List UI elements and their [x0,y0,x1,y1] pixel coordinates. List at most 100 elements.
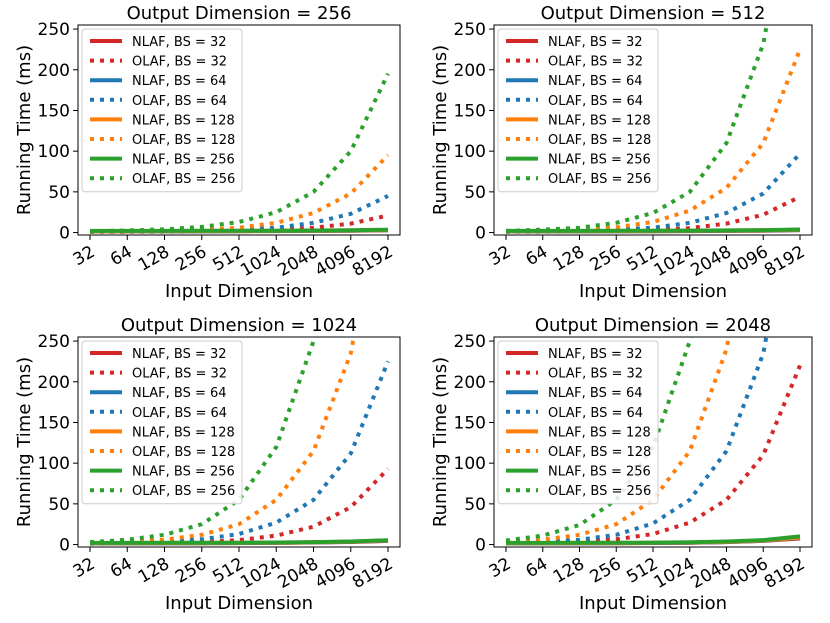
legend-label: OLAF, BS = 64 [548,406,643,421]
y-tick-label: 200 [38,373,70,393]
legend-label: OLAF, BS = 256 [132,172,235,187]
legend-label: OLAF, BS = 32 [132,367,227,382]
y-tick-label: 50 [464,495,486,515]
legend: NLAF, BS = 32 OLAF, BS = 32 NLAF, BS = 64 O… [81,28,243,193]
x-tick-label: 32 [70,554,99,582]
legend-box [81,340,243,505]
x-tick-label: 32 [70,242,99,270]
y-tick-label: 100 [38,454,70,474]
series-line-olaf-bs-128 [89,337,356,545]
y-tick-label: 0 [475,224,486,244]
x-axis-label: Input Dimension [579,593,727,614]
x-tick-label: 64 [107,554,136,582]
legend-label: OLAF, BS = 128 [132,133,235,148]
series-line-nlaf-bs-256 [90,538,389,545]
y-tick-label: 250 [454,20,486,40]
y-axis-label: Running Time (ms) [14,357,35,527]
series-line-olaf-bs-256 [89,337,317,545]
legend-label: OLAF, BS = 64 [132,94,227,109]
x-tick-label: 128 [135,554,173,588]
legend-box [81,28,243,193]
x-axis-label: Input Dimension [165,593,313,614]
legend-label: OLAF, BS = 32 [548,55,643,70]
legend-label: OLAF, BS = 128 [132,445,235,460]
y-axis-label: Running Time (ms) [430,357,451,527]
legend-label: NLAF, BS = 256 [132,153,235,168]
legend-label: NLAF, BS = 128 [548,113,651,128]
y-tick-label: 200 [38,61,70,81]
y-tick-label: 0 [59,536,70,556]
series-group [89,337,390,546]
series-line-olaf-bs-32 [89,467,390,546]
legend-label: NLAF, BS = 128 [132,113,235,128]
y-tick-label: 100 [454,454,486,474]
y-tick-label: 100 [38,142,70,162]
chart-title: Output Dimension = 1024 [121,315,357,336]
y-tick-label: 0 [59,224,70,244]
x-axis-label: Input Dimension [579,281,727,302]
x-tick-label: 256 [587,554,625,588]
series-line-olaf-bs-32 [505,194,801,234]
legend-label: OLAF, BS = 32 [132,55,227,70]
legend-label: NLAF, BS = 256 [548,465,651,480]
y-tick-label: 50 [464,183,486,203]
x-tick-label: 8192 [761,554,808,593]
x-tick-label: 8192 [349,554,396,593]
series-line-olaf-bs-256 [505,25,769,233]
legend: NLAF, BS = 32 OLAF, BS = 32 NLAF, BS = 64 O… [81,340,243,505]
y-tick-label: 100 [454,142,486,162]
x-tick-label: 128 [135,242,173,276]
legend-label: NLAF, BS = 256 [548,153,651,168]
y-tick-label: 50 [48,495,70,515]
y-tick-label: 250 [454,332,486,352]
x-axis-label: Input Dimension [165,281,313,302]
y-tick-label: 150 [454,413,486,433]
legend-label: NLAF, BS = 256 [132,465,235,480]
y-tick-label: 150 [454,101,486,121]
y-tick-label: 200 [454,373,486,393]
x-tick-label: 64 [523,554,552,582]
legend-box [497,28,659,193]
series-line-nlaf-bs-256 [506,227,801,233]
legend-label: NLAF, BS = 32 [548,35,643,50]
x-tick-label: 32 [486,554,515,582]
x-tick-label: 128 [550,554,588,588]
y-tick-label: 250 [38,332,70,352]
series-line-nlaf-bs-256 [90,227,389,233]
legend-label: OLAF, BS = 64 [548,94,643,109]
x-tick-label: 128 [550,242,588,276]
chart-title: Output Dimension = 256 [127,3,352,24]
series-group [505,25,802,234]
legend-label: NLAF, BS = 128 [132,425,235,440]
legend-label: OLAF, BS = 256 [548,172,651,187]
legend-label: NLAF, BS = 64 [548,386,643,401]
y-tick-label: 200 [454,61,486,81]
y-tick-label: 0 [475,536,486,556]
series-line-olaf-bs-64 [505,337,769,545]
legend-label: OLAF, BS = 128 [548,133,651,148]
y-axis-label: Running Time (ms) [430,45,451,215]
series-group [505,337,802,546]
legend-label: NLAF, BS = 64 [548,74,643,89]
x-tick-label: 256 [172,242,210,276]
legend-label: OLAF, BS = 128 [548,445,651,460]
series-line-olaf-bs-64 [89,360,390,546]
legend-label: OLAF, BS = 256 [548,484,651,499]
legend: NLAF, BS = 32 OLAF, BS = 32 NLAF, BS = 64 O… [497,28,659,193]
chart-title: Output Dimension = 2048 [535,315,771,336]
legend-box [497,340,659,505]
x-tick-label: 32 [486,242,515,270]
legend-label: NLAF, BS = 128 [548,425,651,440]
legend-label: OLAF, BS = 32 [548,367,643,382]
legend-label: NLAF, BS = 64 [132,386,227,401]
legend-label: NLAF, BS = 64 [132,74,227,89]
y-tick-label: 50 [48,183,70,203]
legend-label: NLAF, BS = 32 [548,347,643,362]
legend: NLAF, BS = 32 OLAF, BS = 32 NLAF, BS = 64 O… [497,340,659,505]
legend-label: OLAF, BS = 64 [132,406,227,421]
